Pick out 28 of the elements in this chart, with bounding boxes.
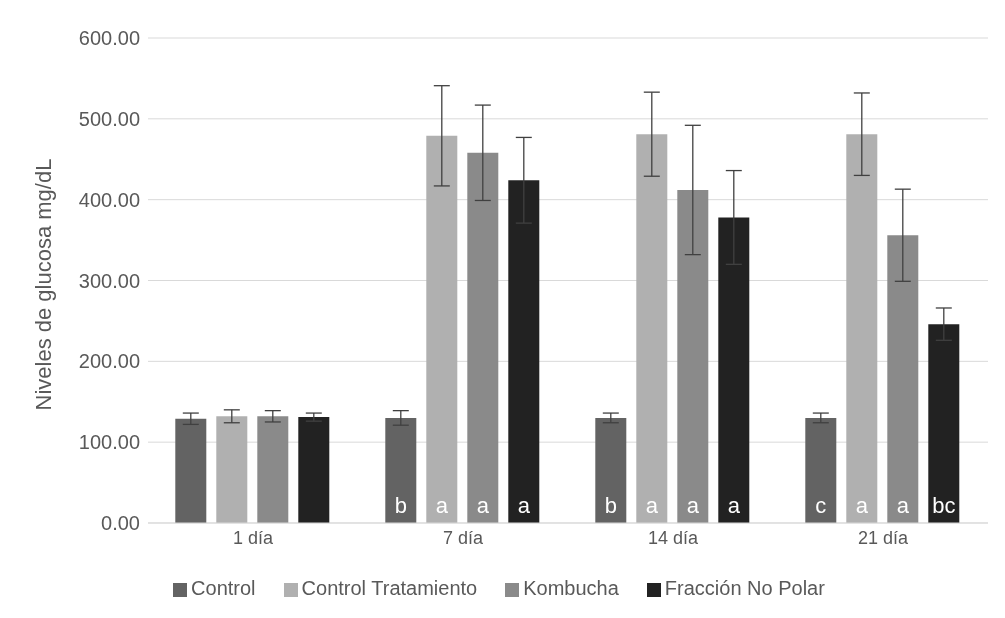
data-label: b (604, 493, 617, 518)
legend-label: Kombucha (523, 577, 619, 599)
data-label: a (645, 493, 659, 518)
data-label: a (855, 493, 869, 518)
x-tick-label: 14 día (647, 527, 700, 548)
y-tick-label: 200.00 (78, 350, 140, 373)
x-tick-label: 21 día (857, 527, 910, 548)
data-label: a (476, 493, 490, 518)
y-tick-label: 600.00 (78, 27, 140, 50)
data-label: c (815, 493, 827, 518)
legend-label: Fracción No Polar (664, 577, 825, 599)
data-label: a (727, 493, 741, 518)
y-tick-label: 100.00 (78, 431, 140, 454)
data-label: b (394, 493, 407, 518)
data-label: a (435, 493, 449, 518)
legend-label: Control (191, 577, 256, 599)
x-tick-label: 7 día (442, 527, 484, 548)
legend-label: Control Tratamiento (301, 577, 478, 599)
y-axis-title: Niveles de glucosa mg/dL (30, 158, 56, 411)
data-label: a (686, 493, 700, 518)
x-tick-label: 1 día (232, 527, 274, 548)
y-tick-label: 400.00 (78, 188, 140, 211)
data-label: a (517, 493, 531, 518)
y-tick-label: 300.00 (78, 269, 140, 292)
data-label: a (896, 493, 910, 518)
data-label: bc (932, 493, 956, 518)
y-tick-label: 0.00 (101, 512, 140, 535)
y-tick-label: 500.00 (78, 107, 140, 130)
